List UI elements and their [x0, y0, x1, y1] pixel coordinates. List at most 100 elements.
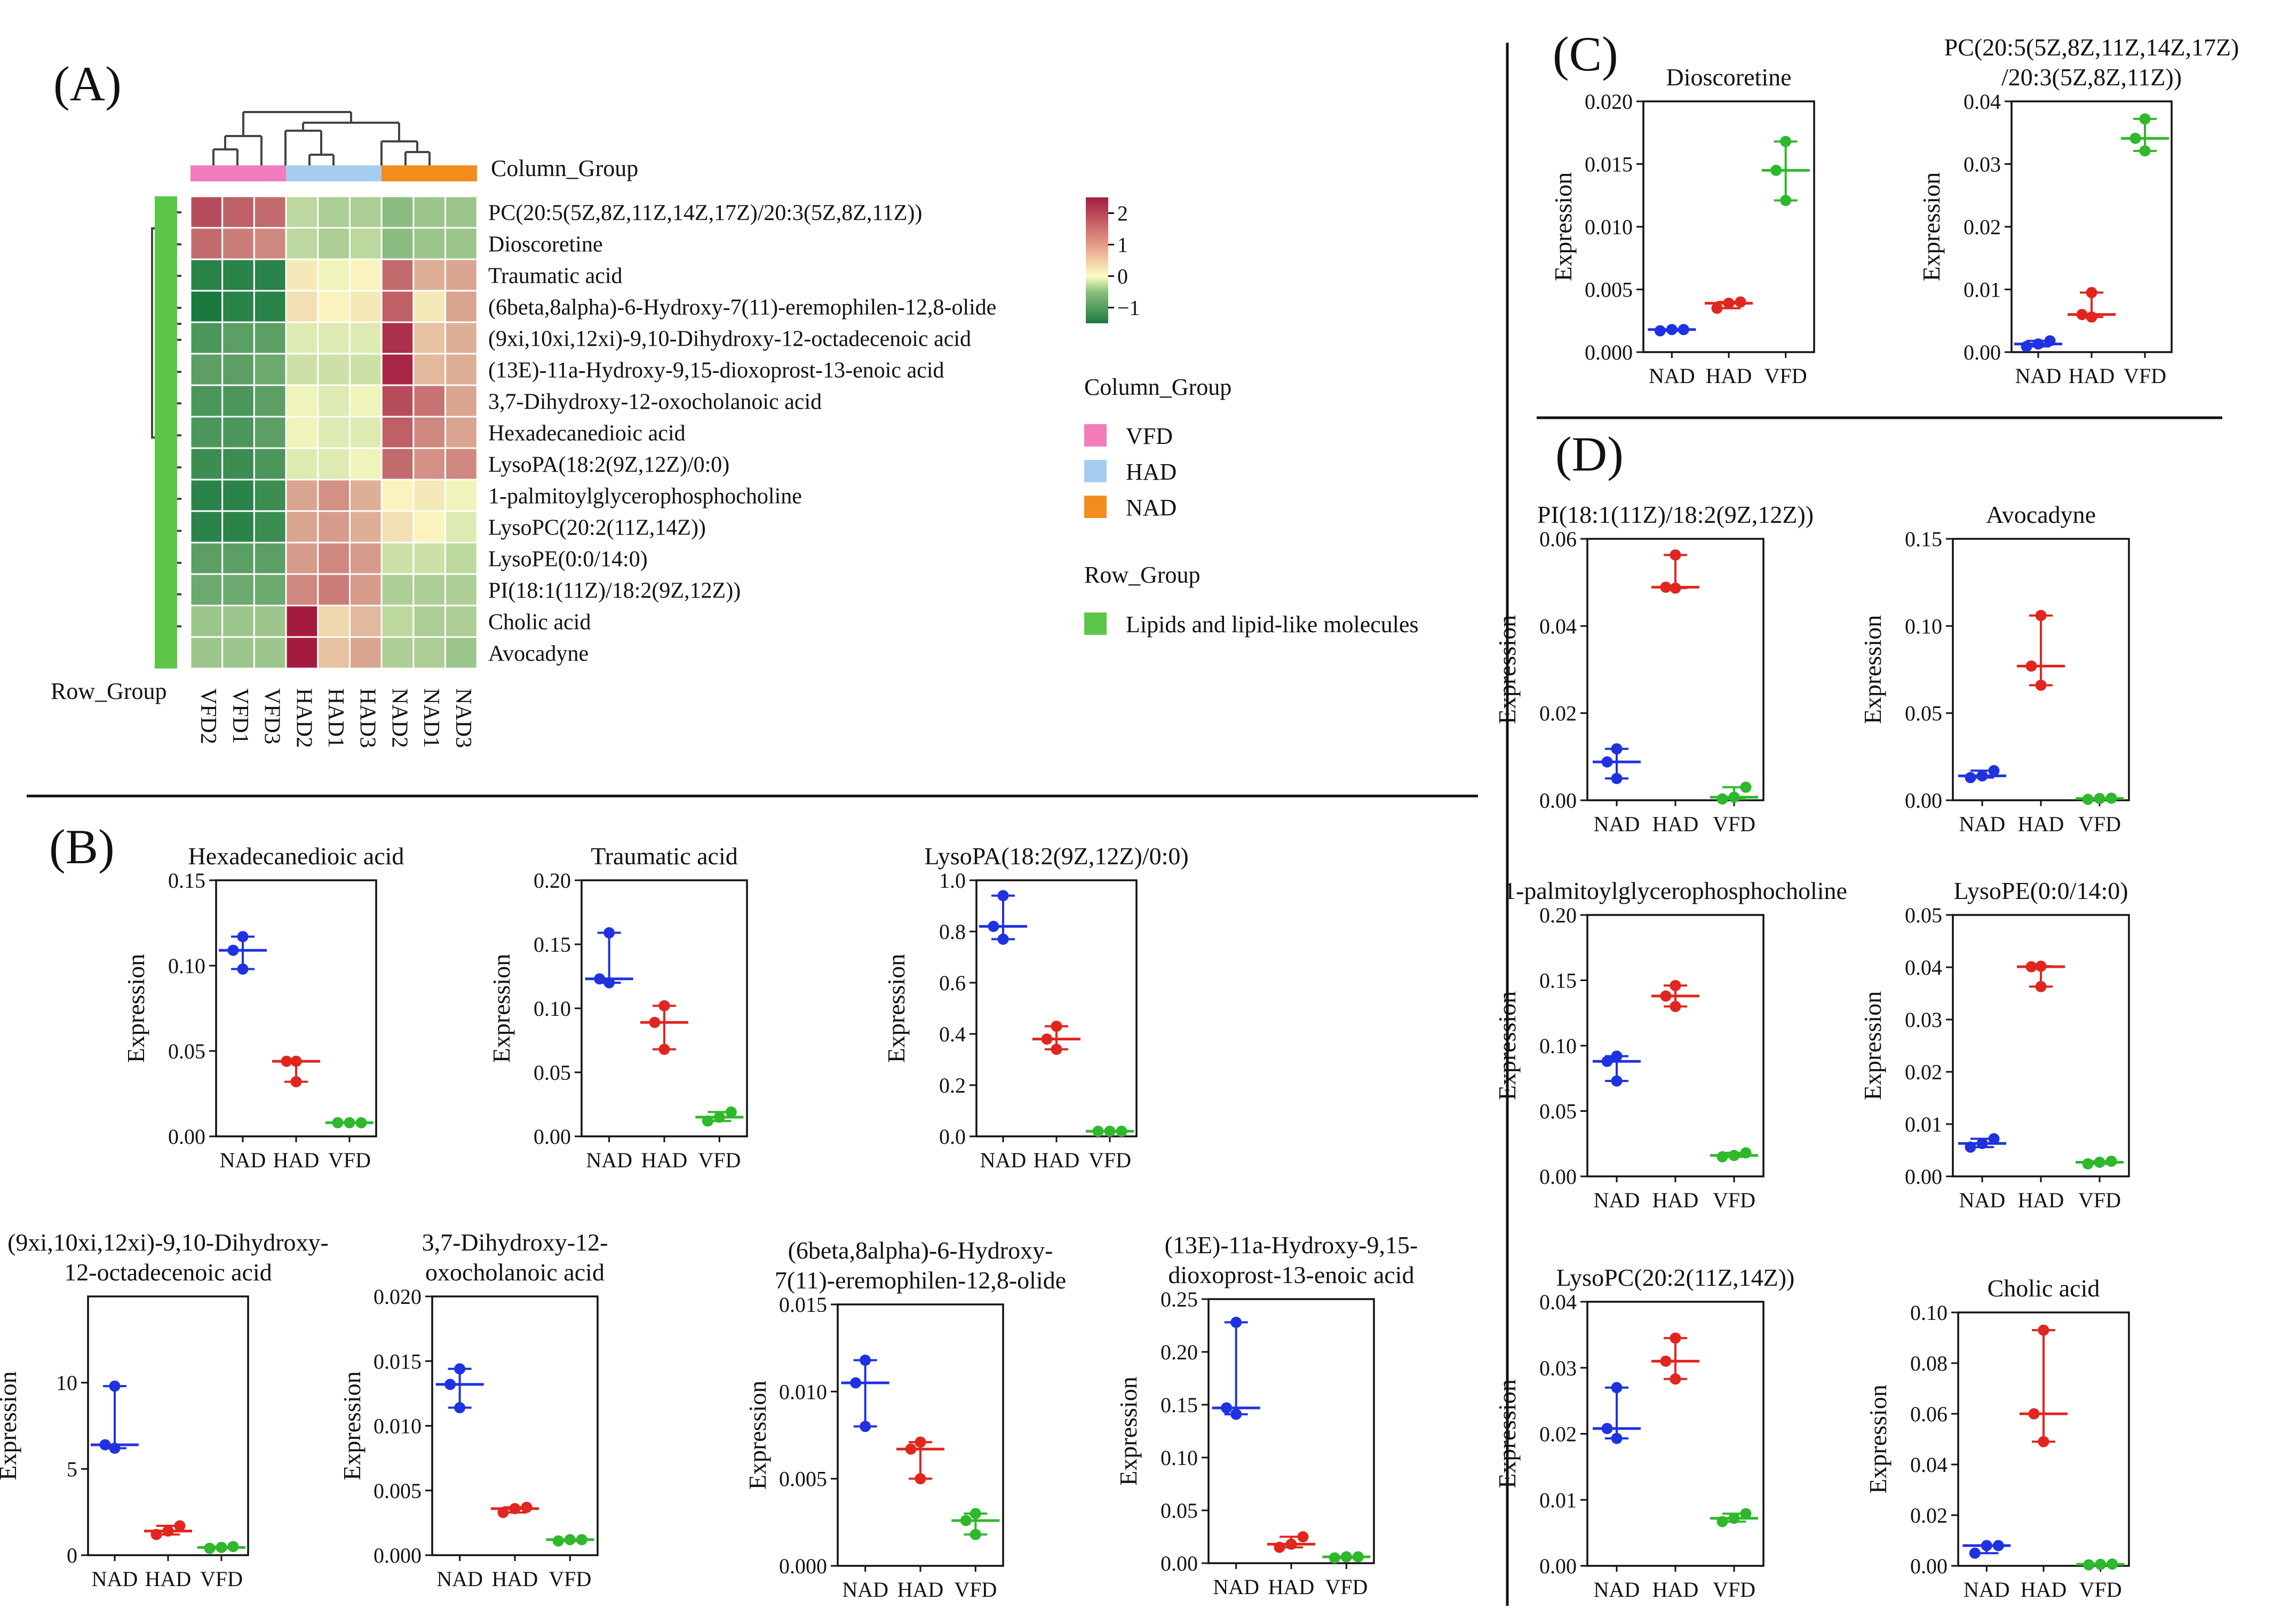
heatmap-cell-lysopa-18-2-9z-12z-0-0-nad3 — [444, 447, 478, 481]
heatmap-cell-cholic-acid-vfd1 — [221, 604, 255, 638]
data-point-vfd — [725, 1106, 737, 1118]
heatmap-row-label: Cholic acid — [488, 610, 591, 635]
y-tick-label: 0.25 — [1161, 1287, 1198, 1311]
data-point-nad — [1611, 773, 1623, 784]
heatmap-row-label: (6beta,8alpha)-6-Hydroxy-7(11)-eremophil… — [488, 296, 996, 320]
x-tick-label-nad: NAD — [842, 1578, 888, 1602]
heatmap-cell-pc-20-5-5z-8z-11z-14z-17-had2 — [285, 195, 319, 229]
data-point-nad — [1976, 1137, 1988, 1149]
heatmap-cell-dioscoretine-vfd1 — [221, 227, 255, 260]
heatmap-cell-1-palmitoylglycerophosph-nad3 — [444, 479, 478, 512]
y-tick-label: 0.00 — [1910, 1554, 1948, 1578]
heatmap-cell-dioscoretine-nad1 — [412, 227, 447, 260]
data-point-nad — [1988, 765, 2000, 776]
heatmap-cell-13e-11a-hydroxy-9-15-dio-nad2 — [380, 353, 415, 386]
heatmap-row-label: Traumatic acid — [488, 264, 623, 289]
y-axis-label: Expression — [1115, 1376, 1142, 1485]
data-point-vfd — [1740, 1147, 1752, 1159]
data-point-nad — [2044, 335, 2056, 347]
data-point-had — [162, 1525, 174, 1537]
heatmap-cell-13e-11a-hydroxy-9-15-dio-vfd2 — [189, 353, 224, 386]
data-point-vfd — [2129, 132, 2141, 144]
x-tick-label-had: HAD — [2018, 812, 2064, 836]
plot-title: 12-octadecenoic acid — [64, 1259, 272, 1286]
column-group-bar-had — [286, 165, 382, 181]
data-point-vfd — [1728, 1150, 1740, 1161]
y-tick-label: 0.000 — [373, 1543, 422, 1567]
data-point-vfd — [1116, 1125, 1127, 1137]
heatmap-cell-6beta-8alpha-6-hydroxy-7-vfd2 — [189, 290, 224, 323]
heatmap-cell-cholic-acid-vfd2 — [189, 604, 224, 638]
heatmap-cell-lysopc-20-2-11z-14z-vfd2 — [189, 510, 224, 544]
data-point-vfd — [1728, 791, 1740, 803]
heatmap-row-label: Dioscoretine — [488, 233, 603, 257]
heatmap-cell-13e-11a-hydroxy-9-15-dio-had3 — [349, 353, 383, 386]
x-tick-label-vfd: VFD — [954, 1578, 997, 1602]
heatmap-cell-lysopc-20-2-11z-14z-had1 — [317, 510, 351, 544]
data-point-vfd — [1716, 1151, 1728, 1163]
data-point-nad — [227, 944, 239, 956]
data-point-had — [649, 1016, 661, 1028]
y-tick-label: 0 — [67, 1543, 77, 1567]
heatmap-cell-hexadecanedioic-acid-nad1 — [412, 416, 447, 449]
data-point-had — [290, 1076, 302, 1088]
heatmap-col-label-nad3: NAD3 — [451, 688, 475, 748]
y-tick-label: 0.06 — [1539, 527, 1577, 551]
x-tick-label-vfd: VFD — [328, 1148, 371, 1172]
data-point-had — [1051, 1044, 1062, 1055]
column-group-bar-nad — [382, 165, 477, 181]
data-point-vfd — [332, 1117, 344, 1128]
x-tick-label-vfd: VFD — [2078, 812, 2121, 836]
y-tick-label: 0.00 — [1905, 1165, 1942, 1189]
heatmap-cell-lysopc-20-2-11z-14z-nad2 — [380, 510, 415, 544]
heatmap-cell-lysopa-18-2-9z-12z-0-0-had1 — [317, 447, 351, 481]
data-point-nad — [1965, 772, 1976, 784]
heatmap-row-label: PI(18:1(11Z)/18:2(9Z,12Z)) — [488, 579, 741, 603]
x-tick-label-had: HAD — [1652, 812, 1699, 836]
heatmap-cell-pc-20-5-5z-8z-11z-14z-17-had3 — [349, 195, 383, 229]
y-tick-label: 0.05 — [1539, 1100, 1577, 1124]
data-point-had — [658, 1044, 670, 1055]
data-point-nad — [850, 1377, 862, 1389]
x-tick-label-had: HAD — [1034, 1148, 1080, 1172]
x-tick-label-nad: NAD — [92, 1567, 138, 1591]
heatmap-cell-9xi-10xi-12xi-9-10-dihyd-had3 — [349, 321, 383, 355]
x-tick-label-had: HAD — [1268, 1575, 1315, 1599]
heatmap-cell-lysopc-20-2-11z-14z-had2 — [285, 510, 319, 544]
data-point-nad — [1601, 756, 1613, 768]
x-tick-label-nad: NAD — [1959, 1188, 2006, 1212]
data-point-nad — [2032, 338, 2044, 350]
data-point-nad — [1611, 1050, 1623, 1062]
data-point-vfd — [2082, 1158, 2094, 1169]
data-point-vfd — [552, 1535, 564, 1547]
heatmap-cell-dioscoretine-vfd2 — [189, 227, 224, 260]
heatmap-cell-lysopc-20-2-11z-14z-vfd3 — [253, 510, 287, 544]
heatmap-cell-pi-18-1-11z-18-2-9z-12z-nad3 — [444, 573, 478, 607]
plot-frame — [431, 1295, 599, 1556]
y-tick-label: 0.20 — [1161, 1340, 1198, 1364]
heatmap-cell-lysope-0-0-14-0-had3 — [349, 542, 383, 575]
data-point-vfd — [2139, 145, 2151, 157]
legend-label-lipids: Lipids and lipid-like molecules — [1126, 611, 1419, 638]
y-tick-label: 5 — [67, 1457, 77, 1481]
plot-title: 7(11)-eremophilen-12,8-olide — [775, 1267, 1066, 1294]
y-tick-label: 0.015 — [779, 1293, 827, 1317]
plot-title: (6beta,8alpha)-6-Hydroxy- — [788, 1237, 1053, 1264]
x-tick-label-nad: NAD — [980, 1148, 1027, 1172]
heatmap-col-label-vfd2: VFD2 — [196, 688, 220, 744]
heatmap-row-label: (9xi,10xi,12xi)-9,10-Dihydroxy-12-octade… — [488, 327, 971, 352]
x-tick-label-had: HAD — [1652, 1578, 1699, 1602]
legend-swatch-lipids — [1084, 612, 1107, 635]
heatmap: PC(20:5(5Z,8Z,11Z,14Z,17Z)/20:3(5Z,8Z,11… — [189, 195, 996, 748]
x-tick-label-vfd: VFD — [1713, 1578, 1755, 1602]
data-point-vfd — [1716, 1516, 1728, 1527]
y-tick-label: 0.02 — [1539, 702, 1577, 726]
plot-title: /20:3(5Z,8Z,11Z)) — [2001, 63, 2182, 91]
data-point-had — [915, 1473, 926, 1485]
heatmap-cell-lysopc-20-2-11z-14z-nad3 — [444, 510, 478, 544]
data-point-had — [658, 1000, 670, 1012]
data-point-vfd — [713, 1111, 725, 1123]
plot-title: 1-palmitoylglycerophosphocholine — [1504, 877, 1847, 904]
heatmap-cell-3-7-dihydroxy-12-oxochol-had2 — [285, 384, 319, 418]
